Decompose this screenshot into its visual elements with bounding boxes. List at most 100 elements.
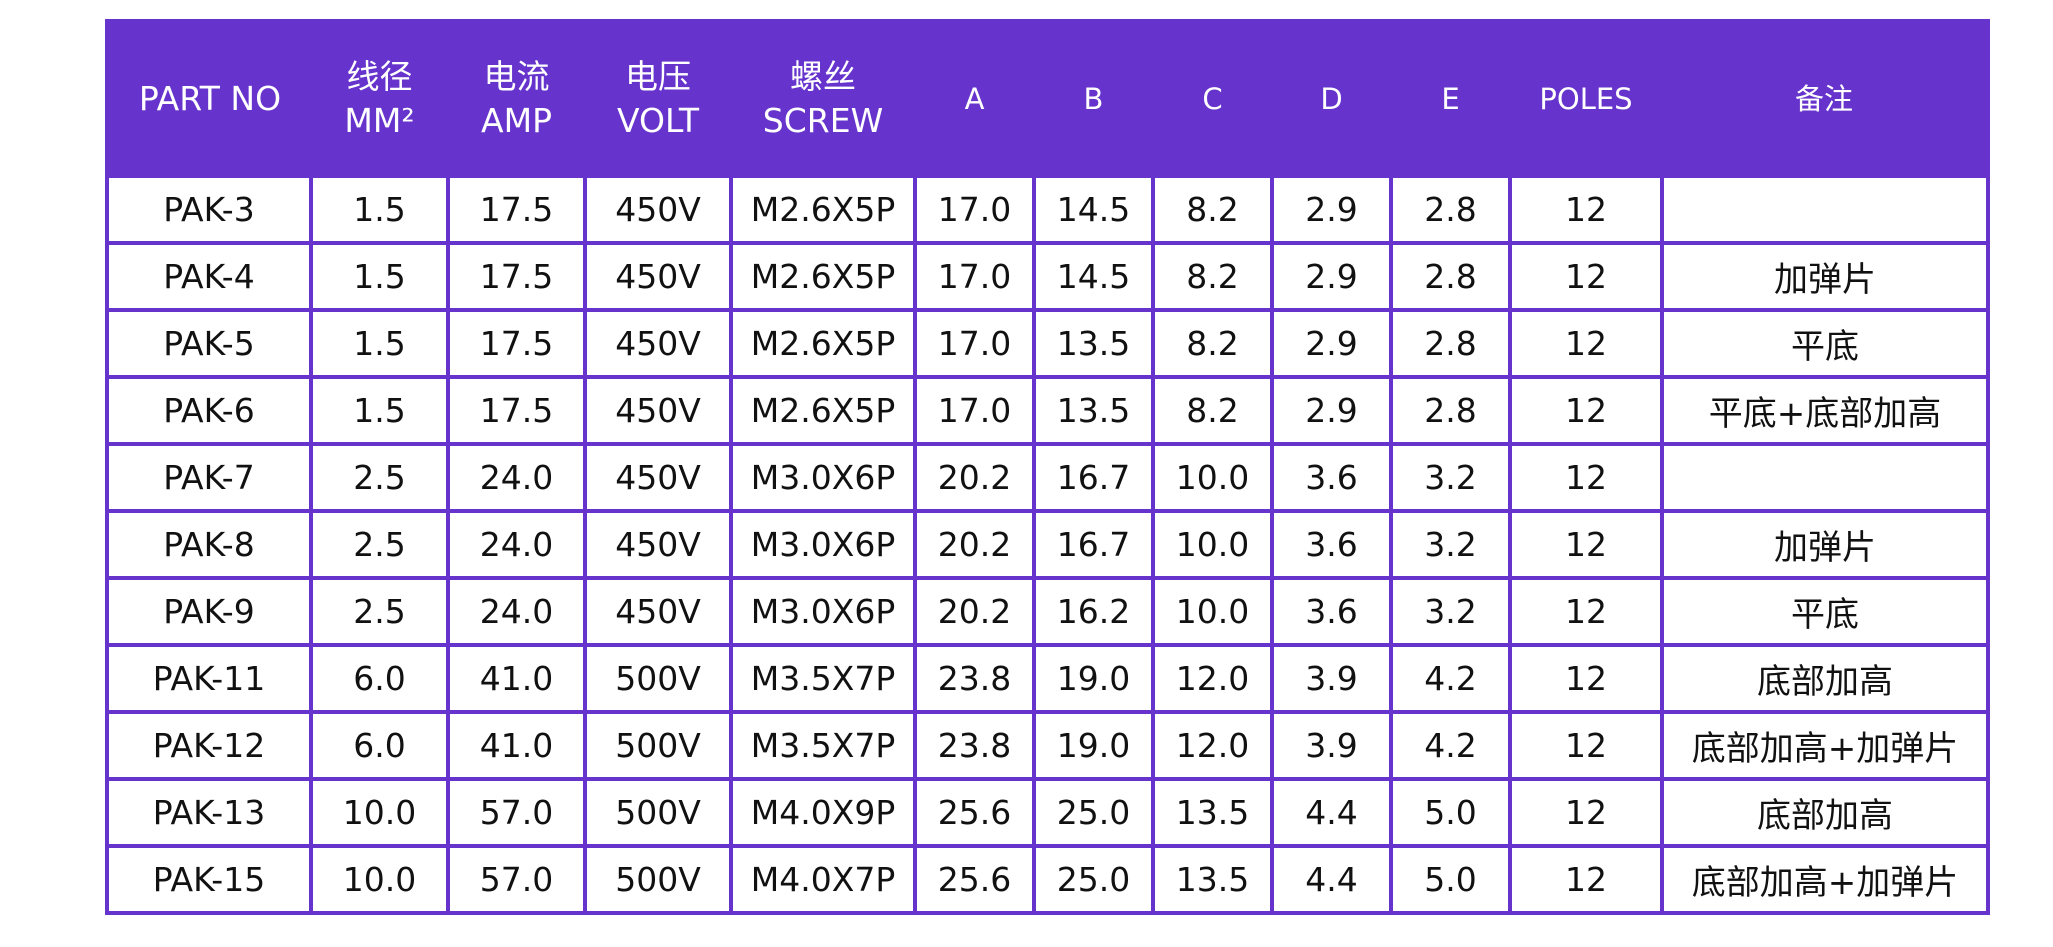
table-row: PAK-11 6.0 41.0 500V M3.5X7P 23.8 19.0 1… (105, 643, 1990, 714)
table-row: PAK-13 10.0 57.0 500V M4.0X9P 25.6 25.0 … (105, 777, 1990, 848)
cell-current: 17.5 (446, 375, 587, 446)
header-current-cn: 电流 (483, 56, 550, 96)
cell-poles: 12 (1508, 509, 1664, 580)
cell-dim-c: 8.2 (1151, 241, 1274, 312)
cell-dim-d: 3.6 (1270, 509, 1393, 580)
cell-part-no: PAK-11 (105, 643, 313, 714)
cell-part-no: PAK-7 (105, 442, 313, 513)
cell-poles: 12 (1508, 777, 1664, 848)
cell-current: 24.0 (446, 509, 587, 580)
cell-screw: M2.6X5P (729, 174, 917, 245)
cell-dim-d: 3.6 (1270, 576, 1393, 647)
cell-screw: M2.6X5P (729, 241, 917, 312)
cell-dim-b: 19.0 (1032, 710, 1155, 781)
cell-dim-c: 8.2 (1151, 375, 1274, 446)
cell-part-no: PAK-6 (105, 375, 313, 446)
cell-dim-b: 25.0 (1032, 777, 1155, 848)
table-header: PART NO 线径 MM² 电流 AMP 电压 VOLT 螺丝 SCREW A… (107, 21, 1988, 176)
cell-dim-a: 20.2 (913, 576, 1036, 647)
cell-dim-a: 23.8 (913, 710, 1036, 781)
cell-wire-size: 2.5 (309, 576, 450, 647)
cell-dim-a: 17.0 (913, 241, 1036, 312)
cell-voltage: 500V (583, 710, 733, 781)
cell-remark (1660, 174, 1990, 245)
cell-current: 41.0 (446, 710, 587, 781)
cell-part-no: PAK-8 (105, 509, 313, 580)
cell-wire-size: 10.0 (309, 844, 450, 915)
cell-part-no: PAK-4 (105, 241, 313, 312)
cell-poles: 12 (1508, 241, 1664, 312)
cell-dim-e: 4.2 (1389, 643, 1512, 714)
table-row: PAK-7 2.5 24.0 450V M3.0X6P 20.2 16.7 10… (105, 442, 1990, 513)
cell-dim-b: 19.0 (1032, 643, 1155, 714)
header-row: PART NO 线径 MM² 电流 AMP 电压 VOLT 螺丝 SCREW A… (107, 21, 1988, 176)
cell-wire-size: 1.5 (309, 308, 450, 379)
cell-dim-a: 17.0 (913, 174, 1036, 245)
cell-dim-e: 5.0 (1389, 777, 1512, 848)
cell-dim-d: 3.9 (1270, 710, 1393, 781)
cell-screw: M2.6X5P (729, 308, 917, 379)
header-wire-unit: MM² (344, 100, 415, 140)
cell-dim-d: 3.6 (1270, 442, 1393, 513)
cell-dim-e: 3.2 (1389, 509, 1512, 580)
cell-dim-e: 2.8 (1389, 375, 1512, 446)
cell-voltage: 450V (583, 375, 733, 446)
cell-current: 24.0 (446, 576, 587, 647)
cell-current: 17.5 (446, 241, 587, 312)
table-row: PAK-5 1.5 17.5 450V M2.6X5P 17.0 13.5 8.… (105, 308, 1990, 379)
cell-dim-a: 17.0 (913, 308, 1036, 379)
table-body: PAK-3 1.5 17.5 450V M2.6X5P 17.0 14.5 8.… (105, 174, 1990, 915)
cell-current: 17.5 (446, 308, 587, 379)
header-screw-cn: 螺丝 (790, 56, 856, 96)
cell-dim-b: 16.2 (1032, 576, 1155, 647)
cell-poles: 12 (1508, 576, 1664, 647)
cell-wire-size: 10.0 (309, 777, 450, 848)
cell-dim-d: 2.9 (1270, 308, 1393, 379)
cell-current: 57.0 (446, 777, 587, 848)
cell-dim-b: 13.5 (1032, 308, 1155, 379)
cell-dim-d: 3.9 (1270, 643, 1393, 714)
header-dim-c: C (1153, 21, 1272, 176)
cell-dim-e: 4.2 (1389, 710, 1512, 781)
cell-current: 41.0 (446, 643, 587, 714)
cell-remark: 平底 (1660, 308, 1990, 379)
cell-screw: M4.0X7P (729, 844, 917, 915)
header-remark: 备注 (1662, 21, 1988, 176)
cell-voltage: 450V (583, 442, 733, 513)
cell-dim-d: 4.4 (1270, 777, 1393, 848)
cell-dim-e: 3.2 (1389, 576, 1512, 647)
cell-voltage: 500V (583, 844, 733, 915)
header-poles: POLES (1510, 21, 1662, 176)
cell-dim-c: 10.0 (1151, 509, 1274, 580)
table-row: PAK-6 1.5 17.5 450V M2.6X5P 17.0 13.5 8.… (105, 375, 1990, 446)
cell-screw: M3.0X6P (729, 576, 917, 647)
cell-dim-d: 4.4 (1270, 844, 1393, 915)
cell-poles: 12 (1508, 308, 1664, 379)
cell-voltage: 450V (583, 509, 733, 580)
cell-dim-c: 12.0 (1151, 710, 1274, 781)
cell-wire-size: 1.5 (309, 375, 450, 446)
cell-wire-size: 6.0 (309, 643, 450, 714)
header-screw-en: SCREW (762, 100, 884, 140)
cell-poles: 12 (1508, 643, 1664, 714)
cell-dim-c: 13.5 (1151, 777, 1274, 848)
header-dim-e: E (1391, 21, 1510, 176)
cell-wire-size: 1.5 (309, 241, 450, 312)
cell-screw: M4.0X9P (729, 777, 917, 848)
cell-dim-e: 2.8 (1389, 308, 1512, 379)
cell-screw: M3.0X6P (729, 442, 917, 513)
cell-dim-b: 14.5 (1032, 174, 1155, 245)
cell-wire-size: 2.5 (309, 442, 450, 513)
cell-dim-a: 23.8 (913, 643, 1036, 714)
cell-part-no: PAK-15 (105, 844, 313, 915)
table-row: PAK-8 2.5 24.0 450V M3.0X6P 20.2 16.7 10… (105, 509, 1990, 580)
cell-dim-e: 3.2 (1389, 442, 1512, 513)
header-voltage-unit: VOLT (617, 100, 699, 140)
table-row: PAK-15 10.0 57.0 500V M4.0X7P 25.6 25.0 … (105, 844, 1990, 915)
cell-remark: 底部加高 (1660, 643, 1990, 714)
cell-poles: 12 (1508, 442, 1664, 513)
header-wire-cn: 线径 (346, 56, 413, 96)
cell-dim-c: 12.0 (1151, 643, 1274, 714)
cell-dim-e: 5.0 (1389, 844, 1512, 915)
cell-dim-c: 10.0 (1151, 442, 1274, 513)
